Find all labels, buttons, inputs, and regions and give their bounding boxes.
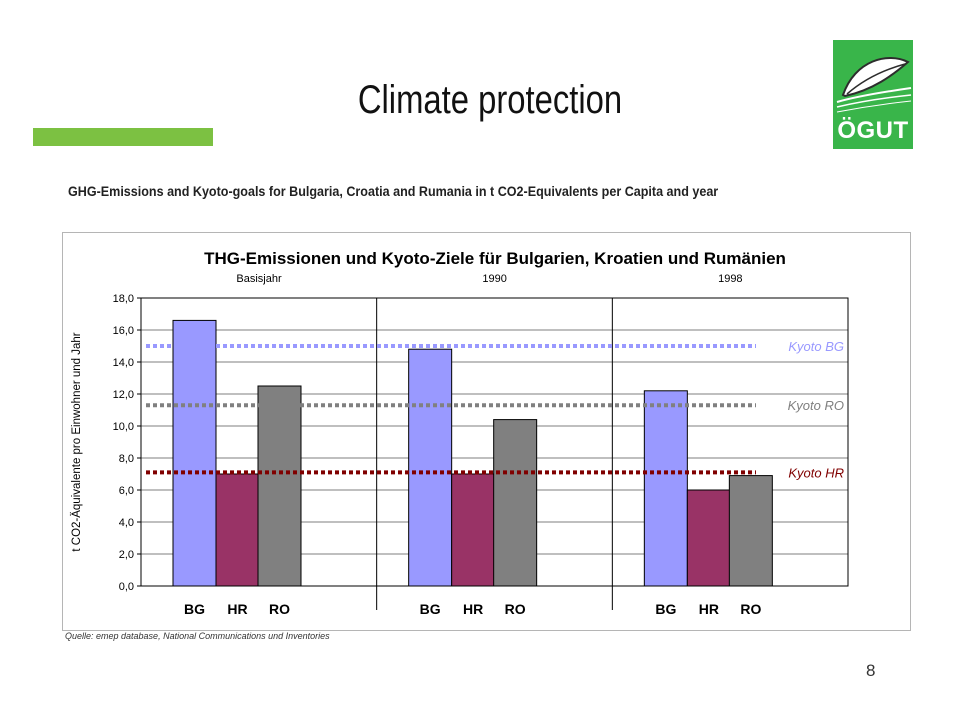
x-tick-label: BG [420,601,441,617]
slide-subtitle: GHG-Emissions and Kyoto-goals for Bulgar… [68,184,719,199]
leaf-icon [836,57,912,113]
bar-hr [686,489,731,587]
page-title: Climate protection [357,78,623,122]
x-tick-label: RO [740,601,761,617]
bar-hr [451,473,496,587]
y-axis-label: t CO2-Äquivalente pro Einwohner und Jahr [71,332,83,551]
y-tick-label: 16,0 [113,325,134,337]
ogut-logo: ÖGUT [833,40,913,149]
y-tick-label: 0,0 [119,581,134,593]
bar-bg [643,390,688,587]
x-tick-label: HR [227,601,247,617]
kyoto-label: Kyoto RO [788,398,844,413]
x-tick-label: RO [269,601,290,617]
page-number: 8 [866,661,876,680]
group-label: Basisjahr [236,273,282,285]
accent-bar [33,128,213,146]
y-tick-label: 14,0 [113,357,134,369]
y-tick-label: 18,0 [113,293,134,305]
source-note: Quelle: emep database, National Communic… [65,631,330,641]
bar-ro [257,385,302,587]
bar-ro [728,475,773,587]
logo-text: ÖGUT [837,117,909,144]
bar-hr [215,473,260,587]
group-label: 1990 [482,273,506,285]
chart-frame [62,232,911,631]
x-tick-label: HR [463,601,483,617]
bar-bg [172,319,217,587]
x-tick-label: BG [184,601,205,617]
y-tick-label: 6,0 [119,485,134,497]
kyoto-label: Kyoto HR [788,465,844,480]
x-tick-label: RO [505,601,526,617]
chart-title: THG-Emissionen und Kyoto-Ziele für Bulga… [204,249,786,268]
y-tick-label: 4,0 [119,517,134,529]
y-tick-label: 12,0 [113,389,134,401]
x-tick-label: HR [699,601,719,617]
bar-ro [493,419,538,587]
y-tick-label: 8,0 [119,453,134,465]
kyoto-label: Kyoto BG [788,339,844,354]
group-label: 1998 [718,273,742,285]
bar-bg [408,348,453,587]
y-tick-label: 10,0 [113,421,134,433]
x-tick-label: BG [655,601,676,617]
y-tick-label: 2,0 [119,549,134,561]
